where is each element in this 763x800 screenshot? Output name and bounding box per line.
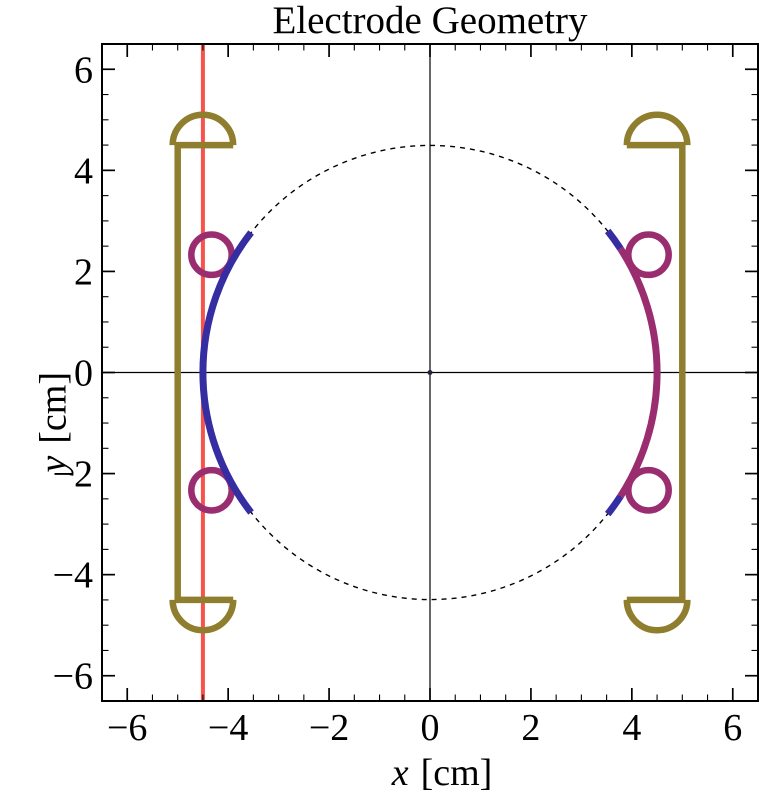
x-tick-label: 0 (421, 707, 440, 749)
x-tick-label: −4 (208, 707, 248, 749)
right-purple-arc (617, 246, 661, 499)
y-axis-label: y [cm] (31, 322, 75, 473)
y-tick-label: 2 (74, 251, 93, 293)
x-tick-label: −6 (107, 707, 147, 749)
x-axis-label-variable: x (391, 752, 409, 794)
right-blue-tip-bottom (604, 494, 624, 517)
left-olive-top-cap (169, 111, 237, 146)
left-blue-arc (199, 230, 254, 515)
plot-title: Electrode Geometry (272, 0, 588, 42)
y-tick-label: −4 (53, 555, 93, 597)
y-tick-label: −6 (53, 656, 93, 698)
y-axis-label-unit: [cm] (32, 372, 75, 444)
y-tick-label: 6 (74, 49, 93, 91)
x-axis-label-unit: [cm] (420, 752, 493, 794)
x-axis-label: x [cm] (392, 751, 493, 795)
x-tick-label: 6 (723, 707, 742, 749)
y-tick-label: −2 (53, 454, 93, 496)
right-olive-top-cap (623, 111, 691, 146)
right-olive-bottom-cap (623, 599, 691, 634)
right-blue-tip-top (604, 228, 624, 251)
y-tick-label: 4 (74, 150, 93, 192)
x-tick-label: 2 (521, 707, 540, 749)
origin-point (427, 370, 433, 375)
y-axis-label-variable: y (32, 455, 75, 473)
x-tick-label: −2 (309, 707, 349, 749)
x-tick-label: 4 (622, 707, 641, 749)
left-olive-bottom-cap (169, 599, 237, 634)
y-tick-label: 0 (74, 353, 93, 395)
